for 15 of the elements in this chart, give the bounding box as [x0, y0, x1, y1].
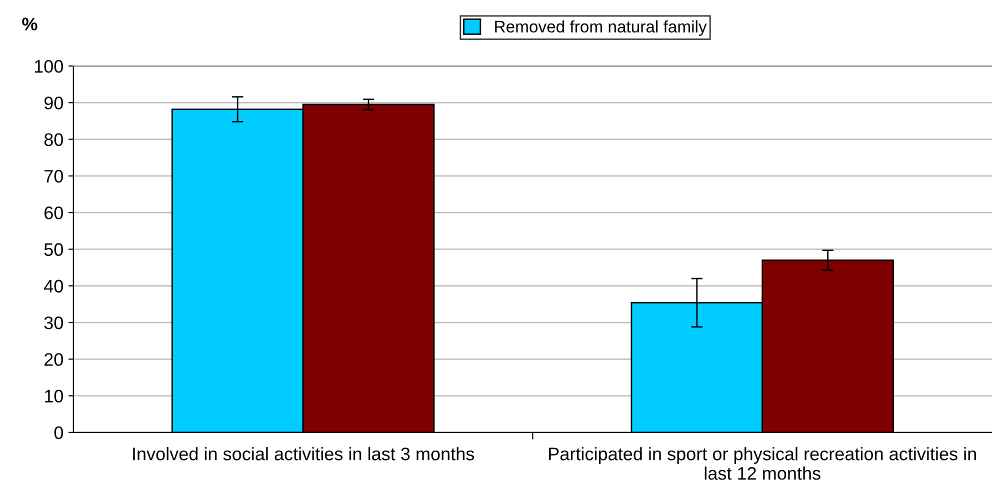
y-tick-label: 100 — [34, 60, 63, 73]
y-tick-label: 70 — [44, 170, 63, 183]
y-tick-label: 10 — [44, 390, 63, 403]
y-tick-label: 50 — [44, 243, 63, 256]
x-tick-label: Involved in social activities in last 3 months — [133, 447, 474, 460]
legend-label: Removed from natural family — [495, 20, 707, 36]
x-tick-label: Participated in sport or physical recreation activities in last 12 months — [549, 447, 976, 480]
y-axis-title: % — [22, 18, 38, 30]
y-tick-label: 0 — [54, 426, 63, 440]
y-tick-label: 80 — [44, 133, 63, 146]
y-tick-label: 40 — [44, 280, 63, 293]
y-tick-label: 30 — [44, 316, 63, 330]
y-tick-label: 60 — [44, 206, 63, 220]
y-tick-label: 20 — [44, 353, 63, 366]
y-tick-label: 90 — [44, 96, 63, 110]
